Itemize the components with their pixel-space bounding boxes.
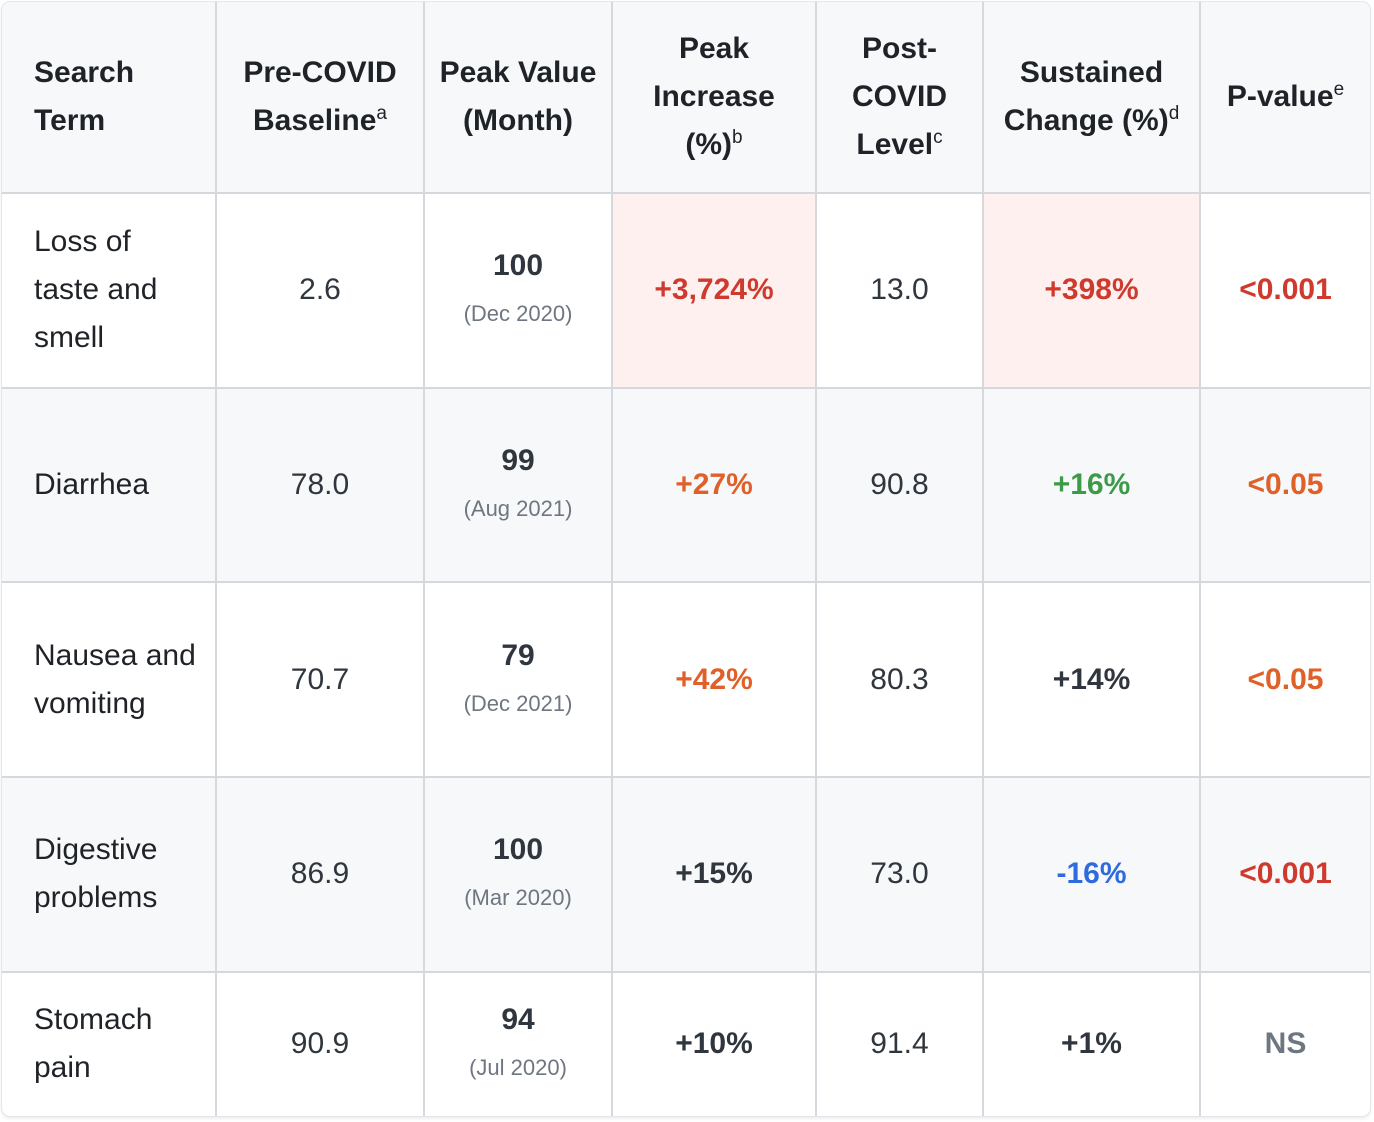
header-sustained-change: Sustained Change (%)d bbox=[982, 2, 1201, 194]
cell-post-covid-level: 91.4 bbox=[815, 970, 984, 1116]
peak-month: (Jul 2020) bbox=[469, 1055, 567, 1081]
cell-search-term: Digestive problems bbox=[2, 775, 217, 973]
table-row: Loss of taste and smell 2.6 100 (Dec 202… bbox=[2, 192, 1370, 389]
table-row: Stomach pain 90.9 94 (Jul 2020) +10% 91.… bbox=[2, 970, 1370, 1116]
cell-p-value: <0.001 bbox=[1199, 775, 1370, 973]
footnote-marker: b bbox=[732, 127, 743, 148]
footnote-marker: e bbox=[1333, 79, 1345, 100]
cell-sustained-change: +398% bbox=[982, 192, 1201, 389]
cell-search-term: Loss of taste and smell bbox=[2, 192, 217, 389]
table-row: Digestive problems 86.9 100 (Mar 2020) +… bbox=[2, 775, 1370, 973]
cell-baseline: 70.7 bbox=[215, 581, 425, 778]
peak-value: 79 bbox=[501, 638, 535, 672]
table-row: Nausea and vomiting 70.7 79 (Dec 2021) +… bbox=[2, 581, 1370, 778]
header-peak-increase: Peak Increase (%)b bbox=[611, 2, 817, 194]
peak-value: 100 bbox=[492, 833, 544, 867]
header-baseline: Pre-COVID Baselinea bbox=[215, 2, 425, 194]
footnote-marker: a bbox=[376, 103, 387, 124]
cell-search-term: Stomach pain bbox=[2, 970, 217, 1116]
cell-sustained-change: +14% bbox=[982, 581, 1201, 778]
header-p-value: P-valuee bbox=[1199, 2, 1370, 194]
cell-search-term: Nausea and vomiting bbox=[2, 581, 217, 778]
cell-post-covid-level: 80.3 bbox=[815, 581, 984, 778]
header-peak-value: Peak Value (Month) bbox=[423, 2, 613, 194]
peak-month: (Dec 2021) bbox=[463, 690, 573, 716]
footnote-marker: c bbox=[933, 127, 943, 148]
peak-month: (Mar 2020) bbox=[464, 885, 572, 911]
cell-post-covid-level: 13.0 bbox=[815, 192, 984, 389]
peak-month: (Dec 2020) bbox=[463, 301, 573, 327]
cell-search-term: Diarrhea bbox=[2, 386, 217, 584]
cell-peak-increase: +27% bbox=[611, 386, 817, 584]
cell-peak-increase: +10% bbox=[611, 970, 817, 1116]
peak-value: 94 bbox=[501, 1003, 535, 1037]
cell-sustained-change: +16% bbox=[982, 386, 1201, 584]
cell-p-value: <0.05 bbox=[1199, 386, 1370, 584]
cell-baseline: 86.9 bbox=[215, 775, 425, 973]
cell-p-value: NS bbox=[1199, 970, 1370, 1116]
cell-baseline: 90.9 bbox=[215, 970, 425, 1116]
cell-sustained-change: +1% bbox=[982, 970, 1201, 1116]
cell-peak-value: 79 (Dec 2021) bbox=[423, 581, 613, 778]
cell-p-value: <0.05 bbox=[1199, 581, 1370, 778]
cell-peak-value: 94 (Jul 2020) bbox=[423, 970, 613, 1116]
cell-peak-increase: +3,724% bbox=[611, 192, 817, 389]
cell-peak-value: 99 (Aug 2021) bbox=[423, 386, 613, 584]
peak-value: 100 bbox=[492, 249, 544, 283]
cell-peak-value: 100 (Mar 2020) bbox=[423, 775, 613, 973]
cell-peak-increase: +15% bbox=[611, 775, 817, 973]
cell-p-value: <0.001 bbox=[1199, 192, 1370, 389]
table-row: Diarrhea 78.0 99 (Aug 2021) +27% 90.8 +1… bbox=[2, 386, 1370, 584]
peak-month: (Aug 2021) bbox=[463, 495, 573, 521]
header-post-covid-level: Post-COVID Levelc bbox=[815, 2, 984, 194]
cell-post-covid-level: 90.8 bbox=[815, 386, 984, 584]
header-search-term: Search Term bbox=[2, 2, 217, 194]
cell-baseline: 2.6 bbox=[215, 192, 425, 389]
cell-peak-increase: +42% bbox=[611, 581, 817, 778]
footnote-marker: d bbox=[1168, 103, 1180, 124]
cell-peak-value: 100 (Dec 2020) bbox=[423, 192, 613, 389]
peak-value: 99 bbox=[501, 443, 535, 477]
cell-baseline: 78.0 bbox=[215, 386, 425, 584]
cell-sustained-change: -16% bbox=[982, 775, 1201, 973]
header-row: Search Term Pre-COVID Baselinea Peak Val… bbox=[2, 2, 1370, 194]
cell-post-covid-level: 73.0 bbox=[815, 775, 984, 973]
